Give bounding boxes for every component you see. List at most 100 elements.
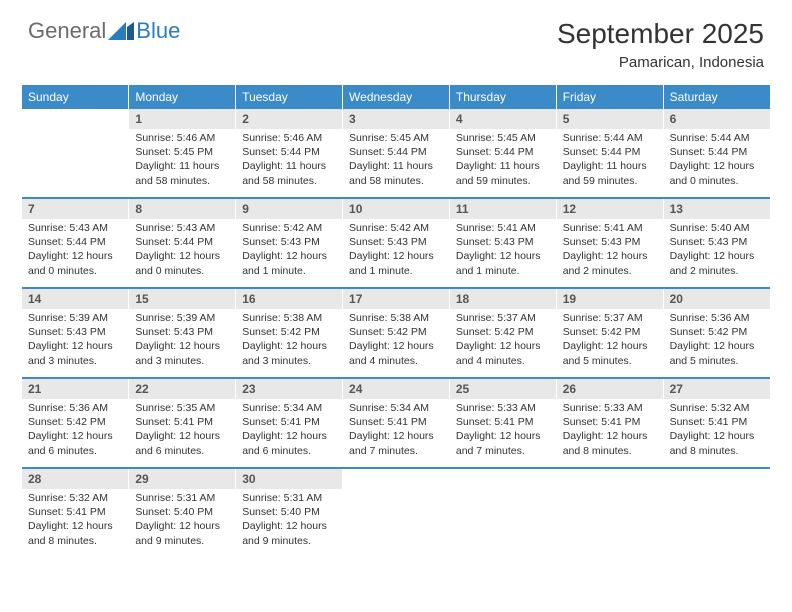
day-content-cell: Sunrise: 5:39 AMSunset: 5:43 PMDaylight:… xyxy=(129,309,236,377)
sunset-text: Sunset: 5:40 PM xyxy=(135,505,229,519)
day-content-cell: Sunrise: 5:34 AMSunset: 5:41 PMDaylight:… xyxy=(236,399,343,467)
day-content-cell xyxy=(449,489,556,557)
day-content-cell: Sunrise: 5:44 AMSunset: 5:44 PMDaylight:… xyxy=(556,129,663,197)
day-number-cell: 3 xyxy=(343,109,450,129)
sunset-text: Sunset: 5:41 PM xyxy=(135,415,229,429)
sunrise-text: Sunrise: 5:31 AM xyxy=(135,491,229,505)
day-number-cell: 12 xyxy=(556,199,663,219)
day-content-cell: Sunrise: 5:45 AMSunset: 5:44 PMDaylight:… xyxy=(449,129,556,197)
daylight-text: Daylight: 12 hours and 8 minutes. xyxy=(28,519,122,547)
day-number-cell: 24 xyxy=(343,379,450,399)
sunrise-text: Sunrise: 5:35 AM xyxy=(135,401,229,415)
day-number-cell xyxy=(343,469,450,489)
day-number-cell: 27 xyxy=(663,379,770,399)
sunrise-text: Sunrise: 5:37 AM xyxy=(563,311,657,325)
sunrise-text: Sunrise: 5:34 AM xyxy=(242,401,336,415)
sunset-text: Sunset: 5:43 PM xyxy=(456,235,550,249)
sunset-text: Sunset: 5:41 PM xyxy=(349,415,443,429)
day-content-cell: Sunrise: 5:32 AMSunset: 5:41 PMDaylight:… xyxy=(663,399,770,467)
day-of-week-header: Saturday xyxy=(663,85,770,109)
sunset-text: Sunset: 5:43 PM xyxy=(28,325,122,339)
sunset-text: Sunset: 5:43 PM xyxy=(135,325,229,339)
sunset-text: Sunset: 5:43 PM xyxy=(563,235,657,249)
sunset-text: Sunset: 5:41 PM xyxy=(28,505,122,519)
sunset-text: Sunset: 5:41 PM xyxy=(456,415,550,429)
sunrise-text: Sunrise: 5:36 AM xyxy=(28,401,122,415)
day-number-cell: 28 xyxy=(22,469,129,489)
day-content-cell: Sunrise: 5:43 AMSunset: 5:44 PMDaylight:… xyxy=(22,219,129,287)
sunrise-text: Sunrise: 5:31 AM xyxy=(242,491,336,505)
daylight-text: Daylight: 11 hours and 59 minutes. xyxy=(563,159,657,187)
sunrise-text: Sunrise: 5:45 AM xyxy=(456,131,550,145)
day-content-cell: Sunrise: 5:45 AMSunset: 5:44 PMDaylight:… xyxy=(343,129,450,197)
day-number-cell: 6 xyxy=(663,109,770,129)
day-content-cell: Sunrise: 5:36 AMSunset: 5:42 PMDaylight:… xyxy=(22,399,129,467)
sunset-text: Sunset: 5:44 PM xyxy=(456,145,550,159)
day-number-cell: 9 xyxy=(236,199,343,219)
daylight-text: Daylight: 12 hours and 0 minutes. xyxy=(670,159,764,187)
sunrise-text: Sunrise: 5:38 AM xyxy=(349,311,443,325)
day-number-cell: 8 xyxy=(129,199,236,219)
sunset-text: Sunset: 5:42 PM xyxy=(349,325,443,339)
day-number-cell: 7 xyxy=(22,199,129,219)
day-content-cell: Sunrise: 5:34 AMSunset: 5:41 PMDaylight:… xyxy=(343,399,450,467)
sunrise-text: Sunrise: 5:41 AM xyxy=(456,221,550,235)
sunrise-text: Sunrise: 5:38 AM xyxy=(242,311,336,325)
daylight-text: Daylight: 12 hours and 4 minutes. xyxy=(349,339,443,367)
day-number-cell: 5 xyxy=(556,109,663,129)
sunset-text: Sunset: 5:44 PM xyxy=(349,145,443,159)
day-content-cell: Sunrise: 5:44 AMSunset: 5:44 PMDaylight:… xyxy=(663,129,770,197)
daylight-text: Daylight: 12 hours and 8 minutes. xyxy=(670,429,764,457)
day-content-cell: Sunrise: 5:46 AMSunset: 5:44 PMDaylight:… xyxy=(236,129,343,197)
daylight-text: Daylight: 11 hours and 58 minutes. xyxy=(242,159,336,187)
daylight-text: Daylight: 12 hours and 6 minutes. xyxy=(28,429,122,457)
day-number-cell: 10 xyxy=(343,199,450,219)
day-number-row: 14151617181920 xyxy=(22,289,770,309)
sunrise-text: Sunrise: 5:33 AM xyxy=(563,401,657,415)
location: Pamarican, Indonesia xyxy=(557,54,764,71)
daylight-text: Daylight: 12 hours and 3 minutes. xyxy=(135,339,229,367)
sunrise-text: Sunrise: 5:36 AM xyxy=(670,311,764,325)
logo-text-gray: General xyxy=(28,18,106,44)
day-number-cell: 4 xyxy=(449,109,556,129)
sunset-text: Sunset: 5:40 PM xyxy=(242,505,336,519)
day-content-cell: Sunrise: 5:31 AMSunset: 5:40 PMDaylight:… xyxy=(129,489,236,557)
day-content-row: Sunrise: 5:43 AMSunset: 5:44 PMDaylight:… xyxy=(22,219,770,287)
daylight-text: Daylight: 11 hours and 58 minutes. xyxy=(135,159,229,187)
day-content-cell xyxy=(556,489,663,557)
sunrise-text: Sunrise: 5:32 AM xyxy=(28,491,122,505)
daylight-text: Daylight: 12 hours and 1 minute. xyxy=(242,249,336,277)
daylight-text: Daylight: 11 hours and 58 minutes. xyxy=(349,159,443,187)
day-number-row: 123456 xyxy=(22,109,770,129)
day-of-week-header: Thursday xyxy=(449,85,556,109)
sunset-text: Sunset: 5:42 PM xyxy=(242,325,336,339)
day-of-week-header: Sunday xyxy=(22,85,129,109)
sunset-text: Sunset: 5:43 PM xyxy=(242,235,336,249)
sunset-text: Sunset: 5:44 PM xyxy=(242,145,336,159)
sunset-text: Sunset: 5:41 PM xyxy=(563,415,657,429)
day-number-cell: 18 xyxy=(449,289,556,309)
day-number-cell: 2 xyxy=(236,109,343,129)
day-number-cell xyxy=(556,469,663,489)
sunrise-text: Sunrise: 5:41 AM xyxy=(563,221,657,235)
sunrise-text: Sunrise: 5:46 AM xyxy=(242,131,336,145)
daylight-text: Daylight: 12 hours and 0 minutes. xyxy=(135,249,229,277)
logo: General Blue xyxy=(28,18,180,44)
day-content-row: Sunrise: 5:32 AMSunset: 5:41 PMDaylight:… xyxy=(22,489,770,557)
day-content-cell: Sunrise: 5:40 AMSunset: 5:43 PMDaylight:… xyxy=(663,219,770,287)
sunrise-text: Sunrise: 5:34 AM xyxy=(349,401,443,415)
sunset-text: Sunset: 5:41 PM xyxy=(242,415,336,429)
sunset-text: Sunset: 5:44 PM xyxy=(670,145,764,159)
day-content-row: Sunrise: 5:46 AMSunset: 5:45 PMDaylight:… xyxy=(22,129,770,197)
sunrise-text: Sunrise: 5:32 AM xyxy=(670,401,764,415)
day-number-cell: 11 xyxy=(449,199,556,219)
day-number-cell xyxy=(663,469,770,489)
sunset-text: Sunset: 5:44 PM xyxy=(28,235,122,249)
logo-triangle-icon xyxy=(108,22,134,40)
day-number-cell: 14 xyxy=(22,289,129,309)
day-content-cell: Sunrise: 5:39 AMSunset: 5:43 PMDaylight:… xyxy=(22,309,129,377)
day-content-cell: Sunrise: 5:41 AMSunset: 5:43 PMDaylight:… xyxy=(449,219,556,287)
day-of-week-header: Tuesday xyxy=(236,85,343,109)
daylight-text: Daylight: 12 hours and 8 minutes. xyxy=(563,429,657,457)
day-content-cell: Sunrise: 5:37 AMSunset: 5:42 PMDaylight:… xyxy=(449,309,556,377)
